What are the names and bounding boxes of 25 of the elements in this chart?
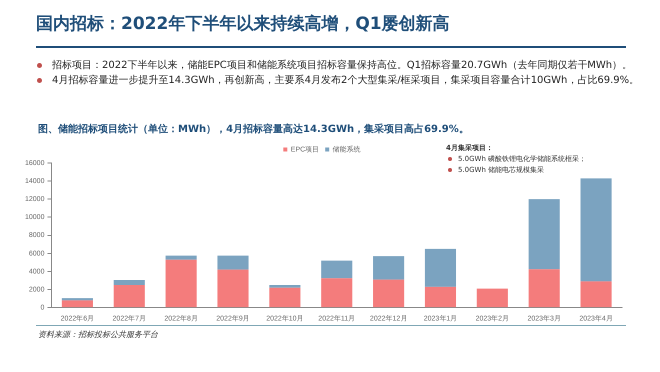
bar	[424, 286, 456, 308]
bar	[166, 256, 197, 260]
bar	[321, 278, 352, 308]
bar	[580, 281, 612, 308]
bar	[373, 256, 404, 280]
bar	[580, 178, 612, 282]
bar	[321, 260, 352, 278]
bar	[528, 269, 560, 308]
bar	[217, 256, 249, 270]
bar	[528, 199, 560, 270]
bar	[217, 270, 249, 308]
bar	[114, 285, 145, 308]
bar	[62, 300, 93, 308]
chart-title: 国内招标：2022年下半年以来持续高增，Q1屡创新高	[36, 13, 450, 35]
text: 招标项目：2022下半年以来，储能EPC项目和储能系统项目招标容量保持高位。Q1招标容量20.7GWh（去年同期仅若干MWh）。	[52, 58, 632, 72]
text: 4月招标容量进一步提升至14.3GWh，再创新高，主要系4月发布2个大型集采/框采项目，集采项目容量合计10GWh，占比69.9%。	[52, 74, 640, 87]
text: 资料来源：招标投标公共服务平台	[38, 329, 158, 340]
bar	[269, 285, 300, 288]
bar	[373, 280, 404, 308]
chart-subtitle: 图、储能招标项目统计（单位：MWh），4月招标容量高达14.3GWh，集采项目高占69.9%。	[38, 122, 469, 136]
bar	[476, 288, 508, 308]
bar	[269, 288, 300, 308]
bar	[166, 260, 197, 308]
bar	[114, 280, 145, 286]
bar	[424, 248, 456, 287]
